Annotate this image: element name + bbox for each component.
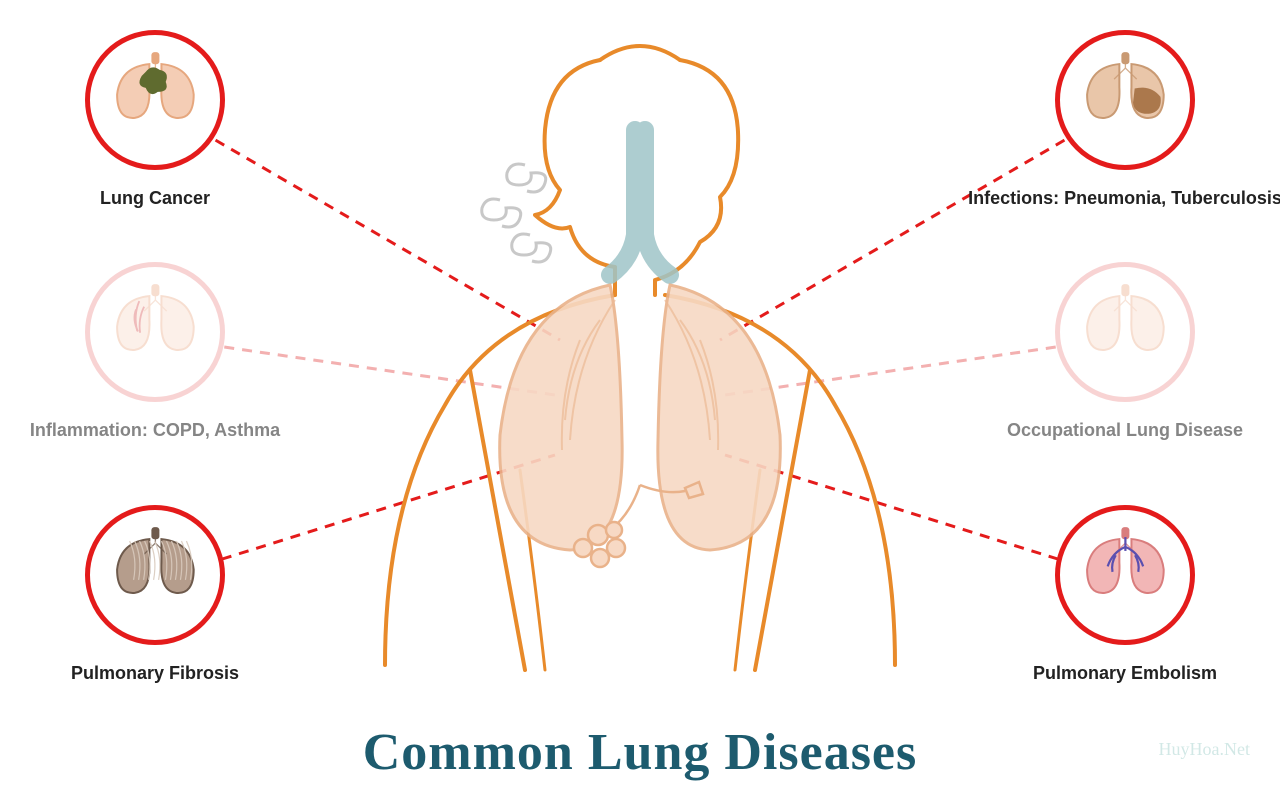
disease-circle-infections	[1055, 30, 1195, 170]
disease-label-pulmonary-embolism: Pulmonary Embolism	[1033, 663, 1217, 684]
disease-circle-lung-cancer	[85, 30, 225, 170]
disease-circle-pulmonary-fibrosis	[85, 505, 225, 645]
disease-circle-pulmonary-embolism	[1055, 505, 1195, 645]
disease-circle-occupational	[1055, 262, 1195, 402]
disease-circle-inflammation	[85, 262, 225, 402]
disease-label-pulmonary-fibrosis: Pulmonary Fibrosis	[71, 663, 239, 684]
disease-infections: Infections: Pneumonia, Tuberculosis	[1035, 30, 1215, 209]
disease-label-inflammation: Inflammation: COPD, Asthma	[30, 420, 280, 441]
diagram-canvas: Lung Cancer Inflammation: COPD, Asthma P…	[0, 0, 1280, 800]
disease-pulmonary-fibrosis: Pulmonary Fibrosis	[65, 505, 245, 684]
disease-lung-cancer: Lung Cancer	[65, 30, 245, 209]
disease-pulmonary-embolism: Pulmonary Embolism	[1035, 505, 1215, 684]
disease-inflammation: Inflammation: COPD, Asthma	[65, 262, 245, 441]
disease-occupational: Occupational Lung Disease	[1035, 262, 1215, 441]
disease-label-lung-cancer: Lung Cancer	[100, 188, 210, 209]
disease-label-infections: Infections: Pneumonia, Tuberculosis	[968, 188, 1280, 209]
disease-label-occupational: Occupational Lung Disease	[1007, 420, 1243, 441]
diagram-title: Common Lung Diseases	[0, 723, 1280, 782]
watermark-text: HuyHoa.Net	[1159, 739, 1250, 760]
